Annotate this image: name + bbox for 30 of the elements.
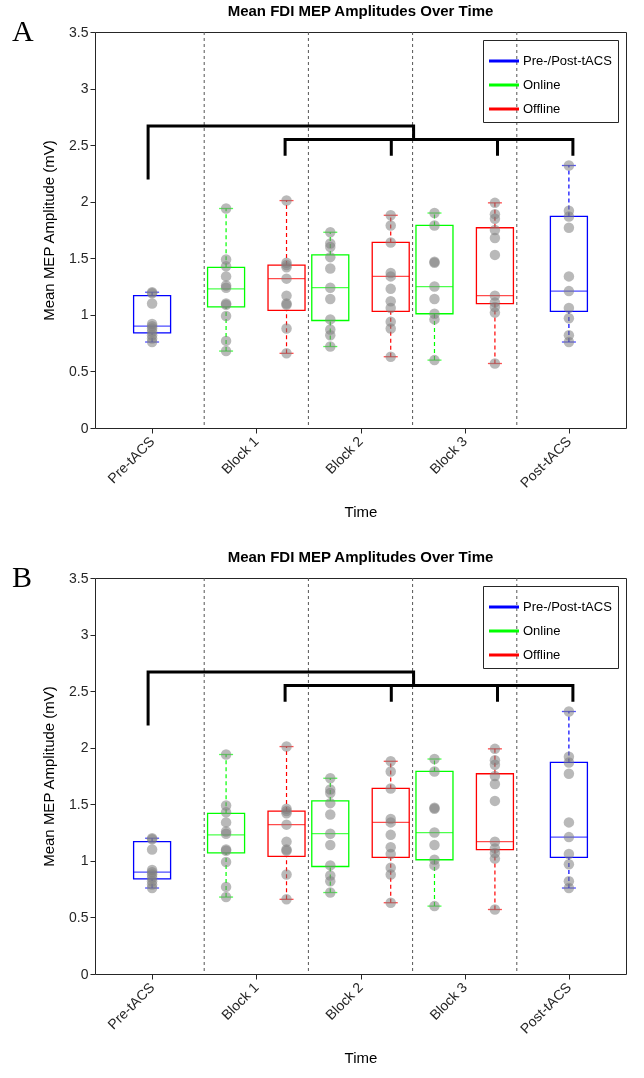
- y-tick-label: 1: [80, 306, 89, 323]
- y-axis-title: Mean MEP Amplitude (mV): [40, 686, 58, 867]
- y-tick-label: 0: [80, 965, 89, 982]
- y-tick-label: 1.5: [69, 795, 89, 812]
- chart-title: Mean FDI MEP Amplitudes Over Time: [227, 2, 494, 19]
- x-axis-title: Time: [344, 1048, 378, 1066]
- legend-label: Online: [523, 623, 561, 638]
- y-tick-label: 3.5: [69, 23, 89, 40]
- y-tick-label: 3.5: [69, 569, 89, 586]
- legend-label: Offline: [523, 647, 561, 662]
- y-tick-label: 2: [80, 739, 89, 756]
- y-tick-label: 2.5: [69, 136, 89, 153]
- y-tick-label: 1.5: [69, 249, 89, 266]
- legend-label: Offline: [523, 101, 561, 116]
- text: A: [12, 14, 34, 48]
- y-tick-label: 2: [80, 193, 89, 210]
- legend-label: Online: [523, 77, 561, 92]
- y-tick-label: 0.5: [69, 362, 89, 379]
- y-tick-label: 0: [80, 419, 89, 436]
- legend-label: Pre-/Post-tACS: [523, 53, 613, 68]
- y-tick-label: 1: [80, 852, 89, 869]
- y-axis-title: Mean MEP Amplitude (mV): [40, 140, 58, 321]
- y-tick-label: 3: [80, 626, 89, 643]
- y-tick-label: 3: [80, 80, 89, 97]
- legend-label: Pre-/Post-tACS: [523, 599, 613, 614]
- y-tick-label: 2.5: [69, 682, 89, 699]
- chart-title: Mean FDI MEP Amplitudes Over Time: [227, 548, 494, 565]
- y-tick-label: 0.5: [69, 908, 89, 925]
- x-axis-title: Time: [344, 502, 378, 520]
- text: B: [12, 560, 33, 594]
